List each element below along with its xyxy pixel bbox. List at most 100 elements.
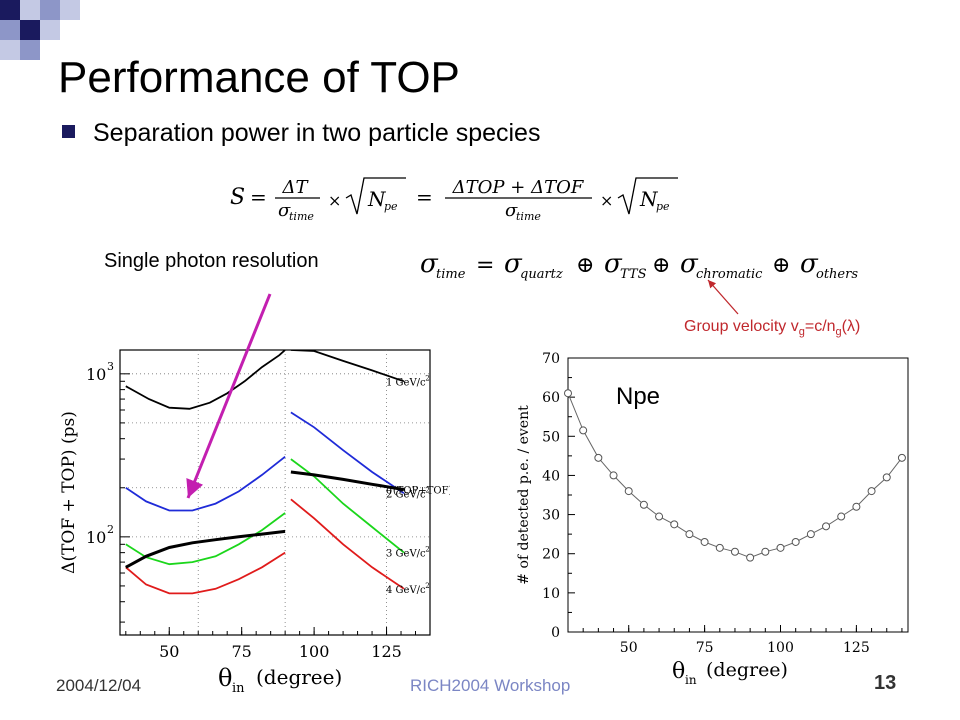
right-point-7 (670, 520, 679, 529)
oplus-3: ⊕ (772, 253, 790, 278)
left-xlabel-sub: in (232, 681, 245, 696)
deco-square-mid-3 (20, 40, 40, 60)
formula-sqrt-base-1: N (367, 187, 387, 211)
right-point-20 (867, 487, 876, 496)
left-curve-label-sup-3: 2 (425, 546, 429, 554)
left-curve-label-0: 1 GeV/c (386, 377, 426, 388)
right-point-21 (882, 473, 891, 482)
gv-sub1: g (798, 326, 805, 339)
left-series-2-seg-0 (125, 512, 286, 566)
right-xlabel-sub: in (685, 673, 697, 687)
left-series-0-seg-1 (290, 350, 405, 383)
right-point-0 (564, 389, 572, 398)
left-ylabel: Δ(TOF + TOP) (ps) (60, 411, 79, 574)
right-point-3 (609, 471, 618, 480)
formula-t1-den: σ (278, 200, 291, 221)
formula-t2-den: σ (505, 200, 518, 221)
right-ytick-label-4: 40 (542, 468, 560, 484)
gv-suffix: (λ) (841, 318, 861, 335)
right-ytick-label-5: 50 (542, 429, 560, 445)
bullet-text: Separation power in two particle species (93, 119, 541, 147)
gv-mid: =c/n (804, 318, 836, 335)
right-point-18 (837, 512, 846, 521)
slide-title: Performance of TOP (58, 53, 460, 102)
left-series-1-seg-1 (290, 411, 405, 495)
formula-t2-den-sub: time (516, 210, 541, 223)
deco-square-mid-2 (0, 20, 20, 40)
right-ytick-label-6: 60 (542, 390, 560, 406)
oplus-1: ⊕ (576, 253, 594, 278)
right-ytick-label-3: 30 (542, 508, 560, 524)
formula-sqrt-base-2: N (639, 187, 659, 211)
deco-square-light-3 (40, 20, 60, 40)
left-curve-label-sup-2: 2 (425, 486, 429, 494)
right-point-16 (806, 530, 815, 539)
left-plot-frame (119, 349, 431, 636)
single-photon-label: Single photon resolution (104, 250, 319, 272)
right-point-12 (746, 553, 755, 562)
left-xlabel-unit: (degree) (256, 665, 342, 689)
right-point-4 (624, 487, 633, 496)
separation-formula: S = ΔT σ time × N pe = ΔTOP + ΔTOF σ tim… (230, 177, 678, 223)
deco-square-light-2 (60, 0, 80, 20)
gv-sub2: g (835, 326, 842, 339)
right-point-13 (761, 547, 770, 556)
formula-times-2: × (600, 191, 613, 210)
left-curve-label-4: 4 GeV/c (386, 585, 426, 596)
deco-square-light-4 (0, 40, 20, 60)
left-series-3-seg-0 (125, 551, 286, 595)
right-ylabel: # of detected p.e. / event (516, 405, 532, 585)
left-series-2-seg-1 (290, 458, 405, 554)
left-xtick-label-3: 125 (371, 642, 402, 661)
left-curve-label-2: 2 GeV/c (386, 489, 426, 500)
right-xtick-label-0: 50 (620, 640, 638, 656)
right-point-6 (655, 512, 664, 521)
left-series-3-seg-1 (290, 498, 405, 590)
sigma-term-4: σ (800, 249, 819, 279)
right-ytick-label-2: 20 (542, 547, 560, 563)
left-xtick-label-0: 50 (159, 642, 179, 661)
sigma-term-2-sub: TTS (620, 267, 647, 282)
sigma-term-3: σ (680, 249, 699, 279)
left-ytick-label-0: 10 (86, 528, 106, 547)
right-xtick-label-3: 125 (843, 640, 870, 656)
footer-date: 2004/12/04 (56, 676, 142, 695)
sigma-equals: = (476, 253, 494, 278)
formula-t1-num: ΔT (281, 177, 309, 198)
right-point-11 (730, 547, 739, 556)
formula-t2-num: ΔTOP + ΔTOF (452, 177, 585, 198)
footer-event: RICH2004 Workshop (410, 676, 571, 695)
formula-times-1: × (328, 191, 341, 210)
right-point-9 (700, 537, 709, 546)
formula-sqrt-sub-1: pe (384, 200, 398, 213)
sigma-term-3-sub: chromatic (696, 267, 763, 282)
left-xtick-label-1: 75 (232, 642, 252, 661)
deco-square-mid-1 (40, 0, 60, 20)
left-ytick-label-1: 10 (86, 365, 106, 384)
bullet-item: Separation power in two particle species (62, 116, 540, 150)
right-ytick-label-0: 0 (551, 625, 560, 641)
formula-t1-den-sub: time (289, 210, 314, 223)
left-ytick-exp-1: 3 (107, 360, 114, 373)
formula-lhs: S (230, 185, 245, 210)
sigma-time-formula: σ time = σ quartz ⊕ σ TTS ⊕ σ chromatic … (420, 249, 858, 282)
right-xlabel-unit: (degree) (706, 659, 788, 681)
right-xlabel-theta: θ (672, 659, 685, 684)
right-point-15 (791, 537, 800, 546)
left-curve-label-3: 3 GeV/c (386, 549, 426, 560)
bullet-square-icon (62, 124, 75, 138)
oplus-2: ⊕ (652, 253, 670, 278)
sigma-term-4-sub: others (816, 267, 858, 282)
left-xlabel-theta: θ (218, 664, 232, 692)
footer-page-number: 13 (874, 672, 897, 694)
left-series-4-seg-0 (125, 529, 286, 569)
right-ytick-label-7: 70 (542, 351, 560, 367)
deco-square-dark-1 (0, 0, 20, 20)
right-point-1 (579, 426, 588, 435)
formula-equals-2: = (416, 185, 433, 209)
left-curve-label-1: σ(TOP+TOF) (386, 486, 450, 497)
left-series-4-seg-1 (290, 470, 405, 492)
right-point-2 (594, 453, 603, 462)
sigma-term-1: σ (504, 249, 523, 279)
